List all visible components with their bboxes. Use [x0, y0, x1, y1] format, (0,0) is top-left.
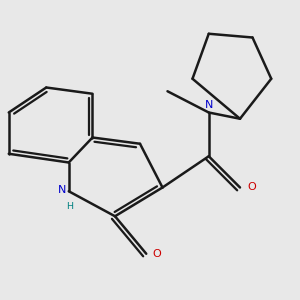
Text: O: O: [152, 249, 161, 259]
Text: O: O: [247, 182, 256, 193]
Text: N: N: [205, 100, 213, 110]
Text: H: H: [66, 202, 73, 211]
Text: N: N: [58, 185, 66, 195]
